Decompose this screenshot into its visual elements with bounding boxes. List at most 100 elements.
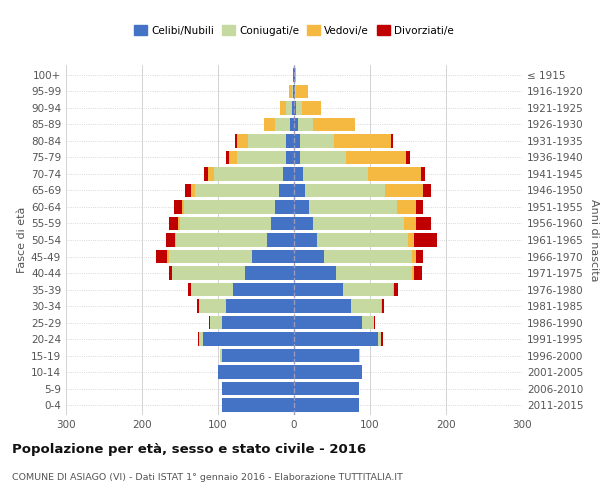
Bar — [184, 200, 275, 214]
Bar — [416, 250, 423, 264]
Bar — [346, 150, 406, 164]
Bar — [296, 84, 308, 98]
Bar — [169, 250, 252, 264]
Bar — [280, 101, 286, 114]
Bar — [220, 349, 222, 362]
Bar — [385, 184, 423, 197]
Bar — [294, 68, 295, 82]
Bar — [294, 332, 377, 346]
Bar — [334, 134, 391, 147]
Bar — [382, 332, 383, 346]
Bar — [294, 184, 305, 197]
Bar — [393, 283, 394, 296]
Bar — [412, 266, 414, 280]
Bar — [214, 167, 283, 180]
Bar — [237, 150, 286, 164]
Bar — [423, 184, 431, 197]
Bar — [294, 266, 336, 280]
Bar — [294, 300, 351, 313]
Bar — [222, 382, 294, 396]
Bar — [191, 184, 195, 197]
Y-axis label: Anni di nascita: Anni di nascita — [589, 198, 599, 281]
Bar — [377, 332, 382, 346]
Bar — [286, 150, 294, 164]
Bar — [174, 200, 182, 214]
Bar — [404, 216, 416, 230]
Bar — [412, 250, 416, 264]
Bar — [294, 216, 313, 230]
Bar — [292, 84, 293, 98]
Bar — [237, 134, 248, 147]
Bar — [195, 184, 279, 197]
Bar — [290, 118, 294, 131]
Bar — [397, 200, 416, 214]
Bar — [406, 150, 410, 164]
Bar — [374, 316, 376, 330]
Bar — [176, 233, 268, 247]
Bar — [294, 200, 309, 214]
Bar — [295, 68, 296, 82]
Bar — [211, 316, 222, 330]
Bar — [294, 366, 362, 379]
Legend: Celibi/Nubili, Coniugati/e, Vedovi/e, Divorziati/e: Celibi/Nubili, Coniugati/e, Vedovi/e, Di… — [130, 21, 458, 40]
Bar — [382, 300, 385, 313]
Bar — [300, 134, 334, 147]
Bar — [185, 184, 191, 197]
Bar — [188, 283, 191, 296]
Bar — [279, 184, 294, 197]
Bar — [205, 167, 208, 180]
Bar — [289, 84, 292, 98]
Bar — [294, 167, 303, 180]
Text: Popolazione per età, sesso e stato civile - 2016: Popolazione per età, sesso e stato civil… — [12, 442, 366, 456]
Bar — [325, 250, 412, 264]
Bar — [408, 233, 414, 247]
Bar — [293, 84, 294, 98]
Bar — [292, 101, 294, 114]
Bar — [362, 316, 374, 330]
Bar — [286, 101, 292, 114]
Bar — [343, 283, 393, 296]
Bar — [182, 200, 184, 214]
Bar — [198, 332, 199, 346]
Bar — [199, 300, 226, 313]
Bar — [197, 300, 199, 313]
Bar — [351, 300, 382, 313]
Bar — [394, 283, 398, 296]
Bar — [203, 332, 294, 346]
Bar — [271, 216, 294, 230]
Y-axis label: Fasce di età: Fasce di età — [17, 207, 27, 273]
Bar — [169, 216, 178, 230]
Bar — [303, 167, 368, 180]
Bar — [229, 150, 237, 164]
Bar — [275, 118, 290, 131]
Bar — [178, 216, 180, 230]
Bar — [208, 167, 214, 180]
Bar — [421, 167, 425, 180]
Bar — [294, 233, 317, 247]
Bar — [294, 349, 359, 362]
Bar — [226, 150, 229, 164]
Bar — [336, 266, 412, 280]
Bar — [294, 316, 362, 330]
Bar — [180, 216, 271, 230]
Bar — [295, 84, 296, 98]
Text: Femmine: Femmine — [0, 499, 1, 500]
Bar — [191, 283, 233, 296]
Bar — [235, 134, 237, 147]
Bar — [222, 349, 294, 362]
Bar — [233, 283, 294, 296]
Bar — [209, 316, 211, 330]
Bar — [300, 150, 346, 164]
Bar — [172, 266, 245, 280]
Bar — [317, 233, 408, 247]
Bar — [293, 68, 294, 82]
Bar — [298, 118, 313, 131]
Bar — [294, 101, 296, 114]
Bar — [155, 250, 167, 264]
Bar — [416, 200, 423, 214]
Bar — [414, 266, 422, 280]
Bar — [252, 250, 294, 264]
Bar — [166, 233, 175, 247]
Bar — [414, 233, 437, 247]
Bar — [294, 134, 300, 147]
